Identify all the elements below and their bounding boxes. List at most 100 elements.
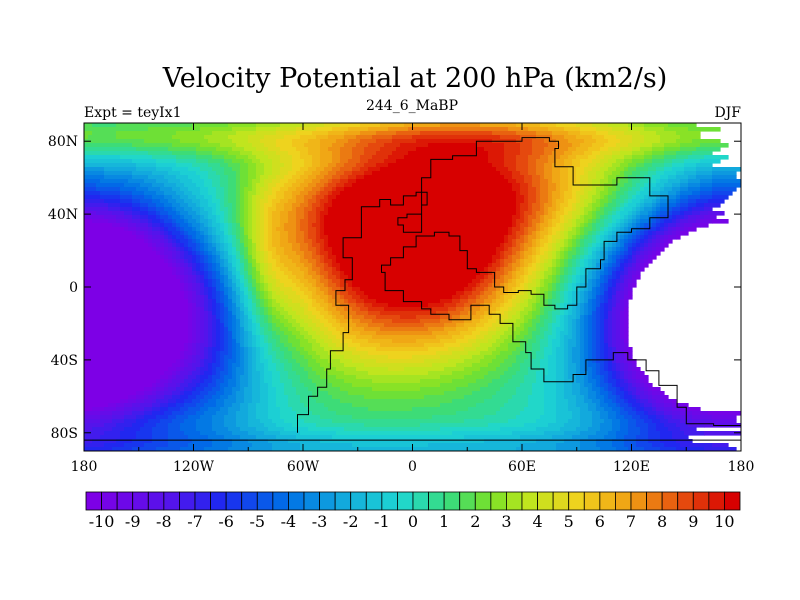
field-cell <box>324 339 333 344</box>
field-cell <box>148 235 153 240</box>
field-cell <box>700 143 729 148</box>
field-cell <box>616 375 621 380</box>
field-cell <box>264 307 269 312</box>
field-cell <box>224 415 237 420</box>
field-cell <box>516 159 529 164</box>
field-cell <box>624 439 637 444</box>
field-cell <box>556 387 565 392</box>
field-cell <box>332 355 345 360</box>
field-cell <box>664 227 669 232</box>
field-cell <box>604 259 609 264</box>
field-cell <box>556 291 561 296</box>
field-cell <box>196 339 201 344</box>
field-cell <box>516 167 529 172</box>
field-cell <box>288 235 297 240</box>
field-cell <box>624 231 629 236</box>
field-cell <box>236 383 241 388</box>
field-cell <box>544 235 549 240</box>
field-cell <box>580 383 585 388</box>
field-cell <box>700 183 713 188</box>
field-cell <box>332 383 353 388</box>
field-cell <box>276 399 289 404</box>
field-cell <box>528 271 533 276</box>
field-cell <box>492 351 501 356</box>
field-cell <box>604 307 609 312</box>
field-cell <box>272 187 281 192</box>
field-cell <box>208 351 213 356</box>
field-cell <box>208 335 213 340</box>
field-cell <box>276 387 285 392</box>
field-cell <box>196 211 201 216</box>
field-cell <box>96 187 121 192</box>
field-cell <box>628 347 633 352</box>
field-cell <box>152 427 169 432</box>
field-cell <box>320 187 325 192</box>
field-cell <box>284 363 293 368</box>
field-cell <box>216 283 221 288</box>
field-cell <box>632 403 641 408</box>
field-cell <box>136 227 141 232</box>
field-cell <box>596 307 601 312</box>
field-cell <box>592 367 597 372</box>
field-cell <box>556 159 565 164</box>
field-cell <box>300 175 309 180</box>
field-cell <box>208 319 213 324</box>
field-cell <box>276 283 285 288</box>
field-cell <box>304 367 313 372</box>
field-cell <box>208 299 213 304</box>
field-cell <box>620 303 625 308</box>
field-cell <box>316 279 321 284</box>
field-cell <box>580 319 585 324</box>
field-cell <box>120 203 133 208</box>
field-cell <box>524 323 533 328</box>
field-cell <box>436 351 453 356</box>
field-cell <box>220 179 229 184</box>
field-cell <box>608 403 617 408</box>
field-cell <box>584 323 589 328</box>
field-cell <box>372 335 437 340</box>
field-cell <box>524 195 529 200</box>
field-cell <box>516 139 533 144</box>
field-cell <box>600 339 605 344</box>
field-cell <box>188 219 197 224</box>
field-cell <box>328 319 337 324</box>
field-cell <box>500 307 509 312</box>
field-cell <box>288 275 297 280</box>
field-cell <box>356 291 365 296</box>
field-cell <box>208 279 213 284</box>
field-cell <box>188 271 193 276</box>
field-cell <box>252 199 257 204</box>
field-cell <box>204 251 209 256</box>
field-cell <box>180 211 189 216</box>
field-cell <box>244 279 249 284</box>
field-cell <box>636 195 645 200</box>
field-cell <box>240 327 245 332</box>
field-cell <box>152 247 157 252</box>
field-cell <box>612 335 617 340</box>
field-cell <box>252 247 257 252</box>
field-cell <box>256 347 261 352</box>
field-cell <box>244 223 249 228</box>
field-cell <box>580 303 585 308</box>
field-cell <box>228 247 233 252</box>
field-cell <box>512 275 517 280</box>
field-cell <box>172 203 181 208</box>
field-cell <box>612 275 617 280</box>
field-cell <box>272 191 277 196</box>
field-cell <box>316 283 325 288</box>
field-cell <box>256 363 265 368</box>
field-cell <box>264 379 273 384</box>
field-cell <box>260 343 269 348</box>
field-cell <box>336 351 353 356</box>
field-cell <box>180 271 185 276</box>
field-cell <box>540 259 545 264</box>
field-cell <box>124 443 145 448</box>
field-cell <box>476 283 481 288</box>
field-cell <box>120 223 129 228</box>
field-cell <box>84 195 101 200</box>
field-cell <box>616 219 621 224</box>
field-cell <box>240 175 249 180</box>
colorbar-swatch <box>443 491 461 511</box>
field-cell <box>600 239 605 244</box>
field-cell <box>668 215 673 220</box>
